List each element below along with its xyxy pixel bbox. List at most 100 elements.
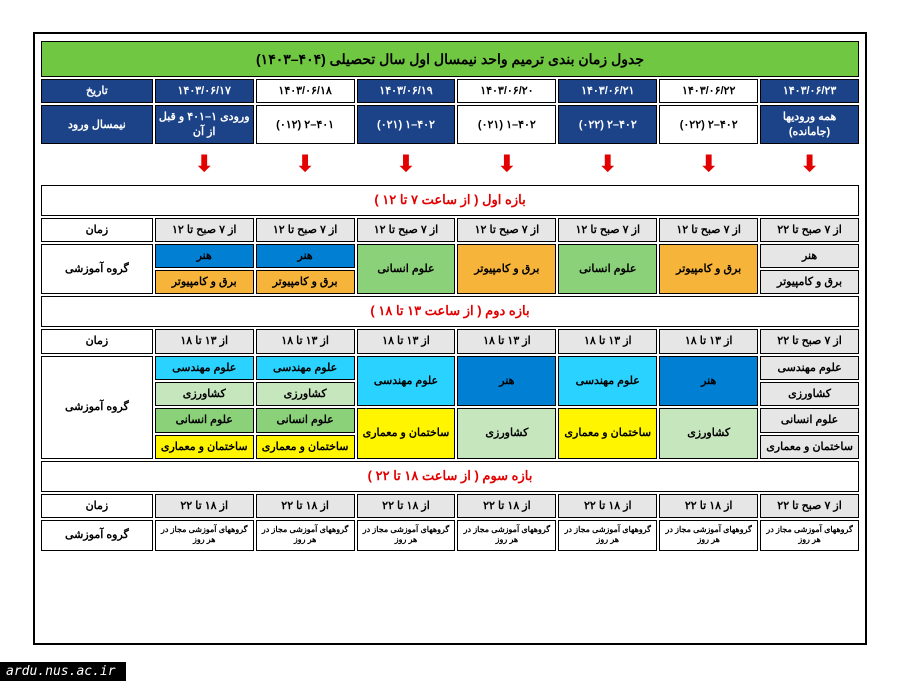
- time-cell: از ۷ صبح تا ۱۲: [558, 218, 657, 242]
- entry-cell: همه ورودیها (جامانده): [760, 105, 859, 144]
- group-cell: کشاورزی: [457, 408, 556, 459]
- group-cell: برق و کامپیوتر: [760, 270, 859, 294]
- row-dates: ۱۴۰۳/۰۶/۲۳ ۱۴۰۳/۰۶/۲۲ ۱۴۰۳/۰۶/۲۱ ۱۴۰۳/۰۶…: [41, 79, 859, 103]
- group-cell: علوم مهندسی: [760, 356, 859, 380]
- time-cell: از ۷ صبح تا ۱۲: [256, 218, 355, 242]
- group-cell: برق و کامپیوتر: [457, 244, 556, 295]
- time-cell: از ۷ صبح تا ۲۲: [760, 218, 859, 242]
- time-cell: از ۱۳ تا ۱۸: [256, 329, 355, 353]
- group-cell: علوم مهندسی: [357, 356, 456, 407]
- arrow-down-icon: ⬇: [558, 146, 657, 183]
- group-cell: گروههای آموزشی مجاز در هر روز: [558, 520, 657, 551]
- time-cell: از ۷ صبح تا ۲۲: [760, 494, 859, 518]
- label-group: گروه آموزشی: [41, 520, 153, 551]
- group-cell: علوم انسانی: [256, 408, 355, 432]
- time-cell: از ۱۳ تا ۱۸: [357, 329, 456, 353]
- group-cell: گروههای آموزشی مجاز در هر روز: [357, 520, 456, 551]
- group-cell: ساختمان و معماری: [357, 408, 456, 459]
- time-cell: از ۱۸ تا ۲۲: [558, 494, 657, 518]
- schedule-table: جدول زمان بندی ترمیم واحد نیمسال اول سال…: [39, 39, 861, 553]
- group-cell: هنر: [155, 244, 254, 268]
- time-cell: از ۱۸ تا ۲۲: [155, 494, 254, 518]
- group-cell: گروههای آموزشی مجاز در هر روز: [457, 520, 556, 551]
- group-cell: کشاورزی: [155, 382, 254, 406]
- entry-cell: ورودی ۱–۴۰۱ و قبل از آن: [155, 105, 254, 144]
- time-cell: از ۱۳ تا ۱۸: [155, 329, 254, 353]
- row-time1: از ۷ صبح تا ۲۲ از ۷ صبح تا ۱۲ از ۷ صبح ت…: [41, 218, 859, 242]
- label-time: زمان: [41, 329, 153, 353]
- group-cell: ساختمان و معماری: [256, 435, 355, 459]
- group-cell: علوم انسانی: [760, 408, 859, 432]
- group-cell: ساختمان و معماری: [760, 435, 859, 459]
- label-date: تاریخ: [41, 79, 153, 103]
- group-cell: علوم انسانی: [155, 408, 254, 432]
- row-time3: از ۷ صبح تا ۲۲ از ۱۸ تا ۲۲ از ۱۸ تا ۲۲ ا…: [41, 494, 859, 518]
- row-g2-3: علوم انسانی کشاورزی ساختمان و معماری کشا…: [41, 408, 859, 432]
- entry-cell: ۴۰۲–۲ (۰۲۲): [558, 105, 657, 144]
- label-group: گروه آموزشی: [41, 356, 153, 459]
- group-cell: هنر: [256, 244, 355, 268]
- arrow-down-icon: ⬇: [155, 146, 254, 183]
- group-cell: هنر: [457, 356, 556, 407]
- date-cell: ۱۴۰۳/۰۶/۲۱: [558, 79, 657, 103]
- row-g3: گروههای آموزشی مجاز در هر روز گروههای آم…: [41, 520, 859, 551]
- group-cell: هنر: [760, 244, 859, 268]
- row-g2-1: علوم مهندسی هنر علوم مهندسی هنر علوم مهن…: [41, 356, 859, 380]
- entry-cell: ۴۰۲–۱ (۰۲۱): [457, 105, 556, 144]
- time-cell: از ۷ صبح تا ۱۲: [357, 218, 456, 242]
- group-cell: کشاورزی: [760, 382, 859, 406]
- arrow-down-icon: ⬇: [659, 146, 758, 183]
- date-cell: ۱۴۰۳/۰۶/۲۰: [457, 79, 556, 103]
- label-time: زمان: [41, 494, 153, 518]
- time-cell: از ۱۸ تا ۲۲: [357, 494, 456, 518]
- table-title: جدول زمان بندی ترمیم واحد نیمسال اول سال…: [41, 41, 859, 77]
- row-arrows: ⬇ ⬇ ⬇ ⬇ ⬇ ⬇ ⬇: [41, 146, 859, 183]
- date-cell: ۱۴۰۳/۰۶/۱۷: [155, 79, 254, 103]
- group-cell: هنر: [659, 356, 758, 407]
- arrow-down-icon: ⬇: [256, 146, 355, 183]
- group-cell: گروههای آموزشی مجاز در هر روز: [256, 520, 355, 551]
- group-cell: علوم مهندسی: [558, 356, 657, 407]
- arrow-down-icon: ⬇: [760, 146, 859, 183]
- arrow-blank: [41, 146, 153, 183]
- row-time2: از ۷ صبح تا ۲۲ از ۱۳ تا ۱۸ از ۱۳ تا ۱۸ ا…: [41, 329, 859, 353]
- group-cell: گروههای آموزشی مجاز در هر روز: [760, 520, 859, 551]
- date-cell: ۱۴۰۳/۰۶/۱۹: [357, 79, 456, 103]
- group-cell: برق و کامپیوتر: [155, 270, 254, 294]
- time-cell: از ۱۳ تا ۱۸: [457, 329, 556, 353]
- group-cell: علوم مهندسی: [256, 356, 355, 380]
- group-cell: کشاورزی: [659, 408, 758, 459]
- entry-cell: ۴۰۱–۲ (۰۱۲): [256, 105, 355, 144]
- group-cell: ساختمان و معماری: [558, 408, 657, 459]
- group-cell: علوم انسانی: [558, 244, 657, 295]
- row-entry: همه ورودیها (جامانده) ۴۰۲–۲ (۰۲۲) ۴۰۲–۲ …: [41, 105, 859, 144]
- group-cell: گروههای آموزشی مجاز در هر روز: [659, 520, 758, 551]
- time-cell: از ۷ صبح تا ۱۲: [659, 218, 758, 242]
- section-2-title: بازه دوم ( از ساعت ۱۳ تا ۱۸ ): [41, 296, 859, 327]
- group-cell: برق و کامپیوتر: [659, 244, 758, 295]
- time-cell: از ۷ صبح تا ۲۲: [760, 329, 859, 353]
- time-cell: از ۷ صبح تا ۱۲: [457, 218, 556, 242]
- section-1-title: بازه اول ( از ساعت ۷ تا ۱۲ ): [41, 185, 859, 216]
- schedule-frame: جدول زمان بندی ترمیم واحد نیمسال اول سال…: [33, 32, 867, 645]
- section-3-title: بازه سوم ( از ساعت ۱۸ تا ۲۲ ): [41, 461, 859, 492]
- row-group1a: هنر برق و کامپیوتر علوم انسانی برق و کام…: [41, 244, 859, 268]
- entry-cell: ۴۰۲–۱ (۰۲۱): [357, 105, 456, 144]
- time-cell: از ۱۳ تا ۱۸: [659, 329, 758, 353]
- group-cell: ساختمان و معماری: [155, 435, 254, 459]
- arrow-down-icon: ⬇: [457, 146, 556, 183]
- label-entry: نیمسال ورود: [41, 105, 153, 144]
- date-cell: ۱۴۰۳/۰۶/۲۲: [659, 79, 758, 103]
- time-cell: از ۱۳ تا ۱۸: [558, 329, 657, 353]
- date-cell: ۱۴۰۳/۰۶/۲۳: [760, 79, 859, 103]
- date-cell: ۱۴۰۳/۰۶/۱۸: [256, 79, 355, 103]
- time-cell: از ۱۸ تا ۲۲: [457, 494, 556, 518]
- entry-cell: ۴۰۲–۲ (۰۲۲): [659, 105, 758, 144]
- group-cell: کشاورزی: [256, 382, 355, 406]
- group-cell: برق و کامپیوتر: [256, 270, 355, 294]
- label-time: زمان: [41, 218, 153, 242]
- group-cell: گروههای آموزشی مجاز در هر روز: [155, 520, 254, 551]
- time-cell: از ۱۸ تا ۲۲: [659, 494, 758, 518]
- label-group: گروه آموزشی: [41, 244, 153, 295]
- time-cell: از ۷ صبح تا ۱۲: [155, 218, 254, 242]
